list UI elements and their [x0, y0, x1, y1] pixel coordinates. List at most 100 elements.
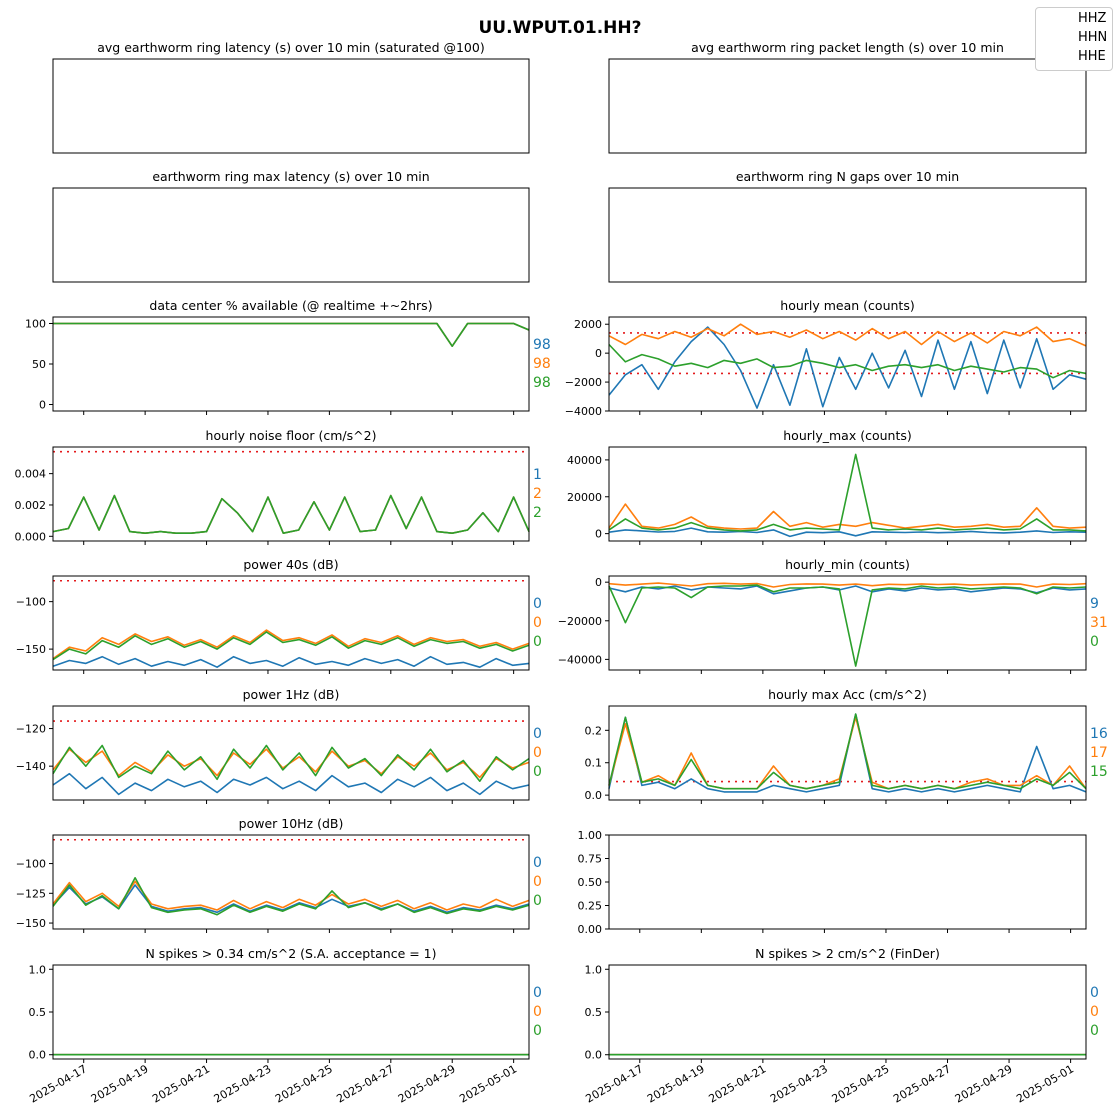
axes-frame [52, 58, 530, 154]
y-tick-label: 0.0 [585, 789, 603, 802]
axes-frame [608, 187, 1087, 283]
series-line-hhz [52, 772, 530, 796]
panel-15: N spikes > 0.34 cm/s^2 (S.A. acceptance … [27, 946, 542, 1106]
y-tick-label: 0.5 [29, 1006, 47, 1019]
y-tick-label: 0.004 [15, 468, 47, 481]
count-label: 1 [533, 467, 542, 483]
count-label: 98 [533, 356, 551, 372]
y-tick-label: −20000 [558, 615, 602, 628]
axes-frame [52, 446, 530, 542]
panel-1: avg earthworm ring latency (s) over 10 m… [52, 40, 530, 154]
count-label: 0 [533, 1004, 542, 1020]
x-tick-label: 2025-04-23 [768, 1062, 830, 1105]
x-tick-label: 2025-04-19 [89, 1062, 151, 1105]
panel-16: N spikes > 2 cm/s^2 (FinDer) 0.0 0.5 1.0 202… [583, 946, 1099, 1106]
x-tick-label: 2025-04-25 [273, 1062, 335, 1105]
legend-entry-hhn: HHN [1078, 30, 1108, 45]
panel-title: power 1Hz (dB) [243, 687, 340, 702]
panel-title: avg earthworm ring packet length (s) ove… [691, 40, 1004, 55]
count-label: 9 [1090, 596, 1099, 612]
count-label: 0 [533, 893, 542, 909]
axes-frame [608, 575, 1087, 671]
axes-frame [52, 187, 530, 283]
panel-7: hourly noise floor (cm/s^2) 0.000 0.002 0.0… [15, 428, 542, 545]
legend: HHZ HHN HHE [1035, 7, 1113, 71]
panel-5: data center % available (@ realtime +~2h… [25, 298, 551, 415]
axes-frame [52, 834, 530, 930]
y-tick-label: −4000 [565, 405, 602, 418]
axes-frame [52, 575, 530, 671]
y-tick-label: 0.00 [578, 923, 603, 936]
y-tick-label: 0.5 [585, 1006, 603, 1019]
panel-8: hourly_max (counts) 0 20000 40000 [567, 428, 1087, 545]
series-line-hhe [608, 713, 1087, 790]
count-label: 2 [533, 486, 542, 502]
count-label: 16 [1090, 726, 1108, 742]
panel-title: hourly max Acc (cm/s^2) [768, 687, 927, 702]
count-label: 0 [533, 1023, 542, 1039]
count-label: 0 [533, 726, 542, 742]
series-line-hhe [53, 322, 530, 348]
x-tick-label: 2025-05-01 [457, 1062, 519, 1105]
y-tick-label: 0 [595, 347, 602, 360]
series-line-hhz [53, 322, 530, 348]
y-tick-label: −40000 [558, 653, 602, 666]
series-line-hhz [608, 326, 1087, 409]
series-line-hhn [608, 582, 1087, 588]
axes-frame [608, 705, 1087, 801]
y-tick-label: 0.1 [585, 757, 603, 770]
y-tick-label: 1.00 [578, 829, 603, 842]
x-tick-label: 2025-04-21 [706, 1062, 768, 1105]
count-label: 0 [533, 985, 542, 1001]
x-tick-label: 2025-04-21 [150, 1062, 212, 1105]
series-line-hhz [608, 585, 1087, 595]
count-label: 0 [1090, 1004, 1099, 1020]
x-tick-label: 2025-04-17 [583, 1062, 645, 1105]
panel-11: power 1Hz (dB) −140 −120 0 0 0 [16, 687, 542, 804]
series-line-hhe [608, 343, 1087, 379]
y-tick-label: 1.0 [585, 963, 603, 976]
series-line-hhe [52, 876, 530, 916]
series-line-hhn [52, 494, 530, 535]
count-label: 98 [533, 337, 551, 353]
panel-9: power 40s (dB) −150 −100 0 0 0 [16, 557, 542, 674]
panel-title: hourly noise floor (cm/s^2) [206, 428, 377, 443]
panel-title: avg earthworm ring latency (s) over 10 m… [97, 40, 484, 55]
y-tick-label: −2000 [565, 376, 602, 389]
count-label: 0 [1090, 634, 1099, 650]
axes-frame [608, 446, 1087, 542]
count-label: 0 [533, 634, 542, 650]
x-tick-label: 2025-04-23 [212, 1062, 274, 1105]
y-tick-label: 0.002 [15, 499, 47, 512]
series-line-hhn [608, 503, 1087, 530]
y-tick-label: 0.000 [15, 530, 47, 543]
panel-6: hourly mean (counts) −4000 −2000 0 2000 [565, 298, 1087, 418]
panel-14: 0.00 0.25 0.50 0.75 1.00 [578, 829, 1087, 936]
panel-title: power 10Hz (dB) [239, 816, 344, 831]
axes-frame [608, 964, 1087, 1060]
panel-title: hourly_max (counts) [783, 428, 912, 443]
series-line-hhe [608, 453, 1087, 532]
panel-title: earthworm ring max latency (s) over 10 m… [152, 169, 429, 184]
panel-title: data center % available (@ realtime +~2h… [149, 298, 432, 313]
axes-frame [608, 834, 1087, 930]
y-tick-label: −140 [16, 760, 46, 773]
panel-title: hourly mean (counts) [780, 298, 914, 313]
count-label: 0 [533, 874, 542, 890]
series-line-hhe [52, 631, 530, 661]
y-tick-label: 0.75 [578, 853, 603, 866]
series-line-hhn [52, 629, 530, 660]
count-label: 2 [533, 505, 542, 521]
count-label: 15 [1090, 764, 1108, 780]
y-tick-label: 1.0 [29, 963, 47, 976]
x-tick-label: 2025-04-19 [645, 1062, 707, 1105]
series-line-hhn [53, 322, 530, 348]
y-tick-label: −100 [16, 596, 46, 609]
count-label: 0 [533, 615, 542, 631]
y-tick-label: 0.0 [585, 1049, 603, 1062]
figure-title: UU.WPUT.01.HH? [478, 18, 642, 38]
panel-10: hourly_min (counts) −40000 −20000 0 9 31 0 [558, 557, 1108, 674]
axes-frame [608, 316, 1087, 412]
axes-frame [52, 964, 530, 1060]
